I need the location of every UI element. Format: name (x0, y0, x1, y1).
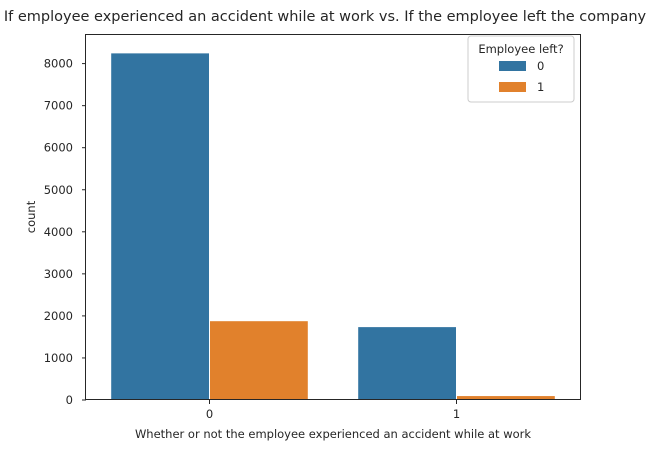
y-tick-label: 4000 (44, 225, 73, 239)
y-tick-label: 6000 (44, 141, 73, 155)
y-axis: 0 1000 2000 3000 4000 5000 6000 7000 8000 (44, 57, 86, 407)
legend-label-1: 1 (537, 80, 544, 94)
y-axis-label: count (24, 200, 38, 233)
legend-items: 01 (499, 59, 544, 94)
legend[interactable]: Employee left? 01 (467, 35, 575, 103)
plot-frame (85, 34, 581, 400)
y-tick-label: 3000 (44, 267, 73, 281)
legend-swatch-1 (499, 82, 526, 92)
x-axis-label: Whether or not the employee experienced … (135, 427, 531, 441)
chart-title: If employee experienced an accident whil… (4, 9, 647, 25)
bars-layer (110, 52, 556, 401)
bar-cat-0-series-0 (110, 52, 210, 401)
legend-label-0: 0 (537, 59, 544, 73)
x-tick-label: 1 (453, 407, 460, 421)
bar-cat-1-series-0 (357, 326, 458, 401)
y-tick-label: 0 (66, 393, 73, 407)
y-tick-label: 5000 (44, 183, 73, 197)
y-tick-label: 1000 (44, 351, 73, 365)
legend-title: Employee left? (478, 42, 563, 56)
x-tick-label: 0 (206, 407, 213, 421)
y-tick-label: 8000 (44, 57, 73, 71)
legend-swatch-0 (499, 61, 526, 71)
bar-cat-0-series-1 (209, 320, 309, 401)
y-tick-label: 7000 (44, 99, 73, 113)
y-tick-label: 2000 (44, 309, 73, 323)
